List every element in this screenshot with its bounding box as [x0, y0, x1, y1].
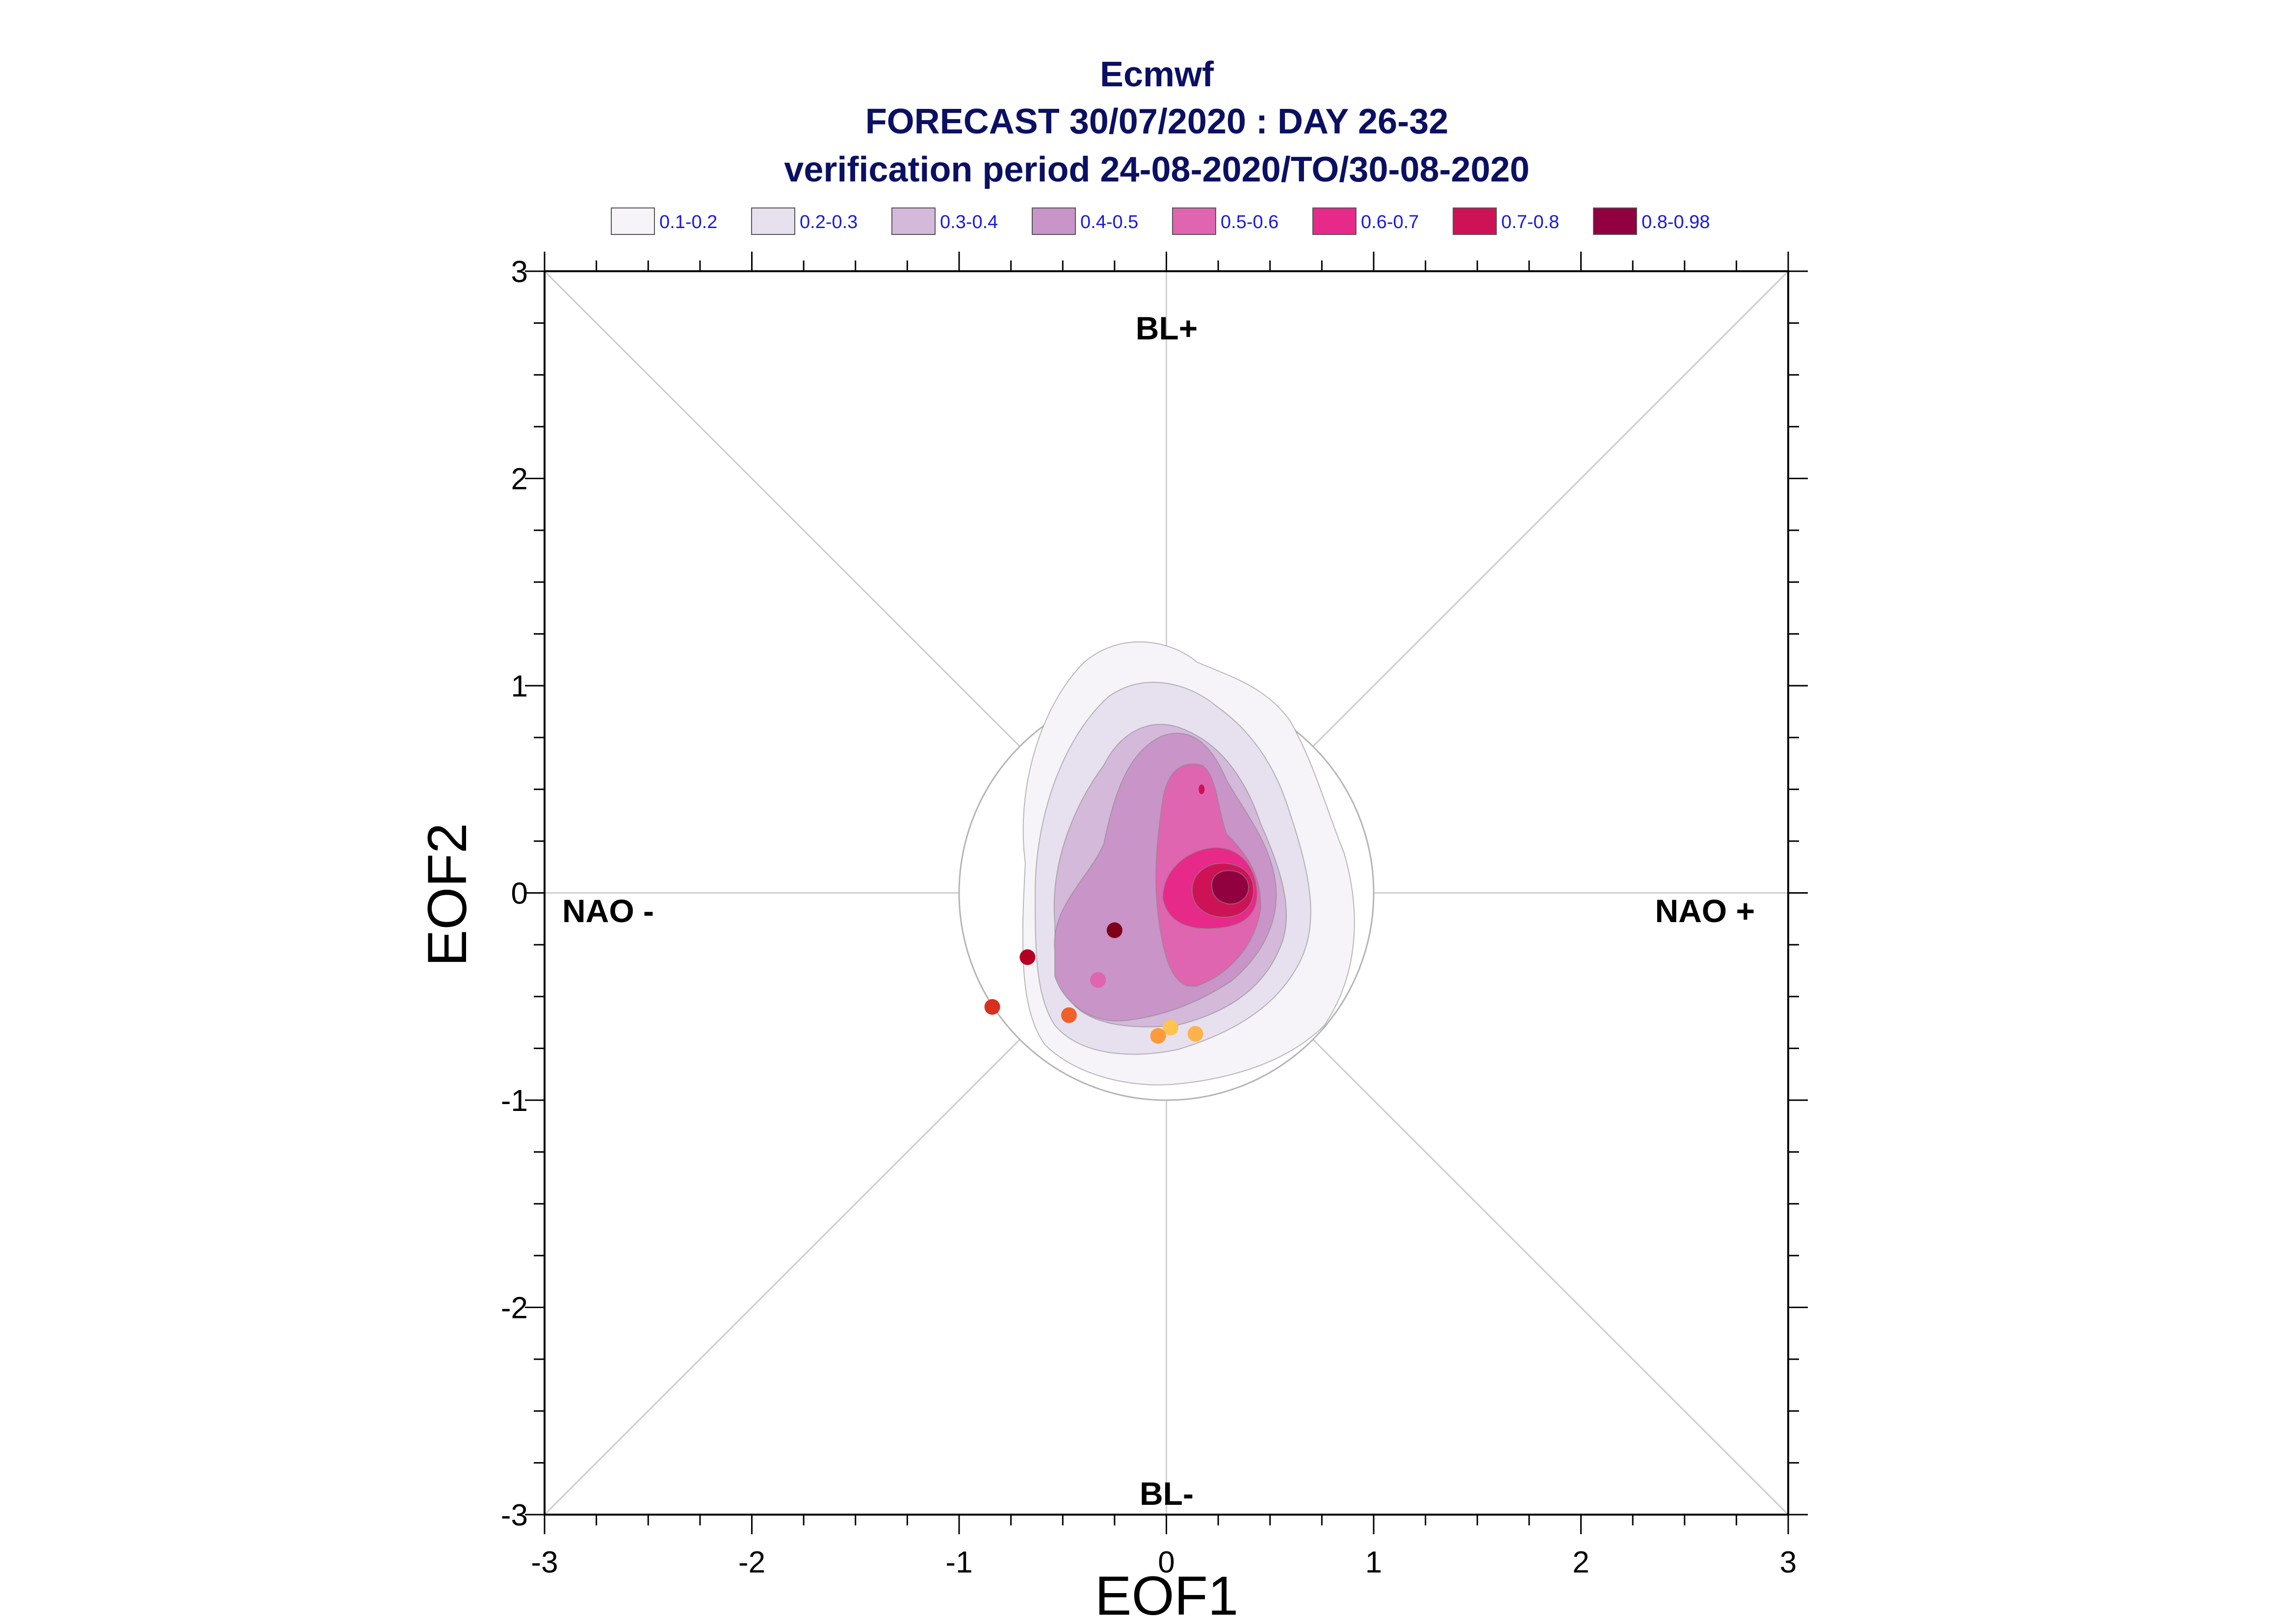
legend-swatch — [1453, 207, 1497, 235]
legend-label: 0.7-0.8 — [1501, 212, 1559, 232]
legend-swatch — [611, 207, 655, 235]
data-point — [1090, 972, 1106, 988]
chart-title-line-1: Ecmwf — [1100, 55, 1214, 94]
y-tick-label: 0 — [511, 877, 528, 911]
chart-title-line-2: FORECAST 30/07/2020 : DAY 26-32 — [865, 102, 1449, 141]
data-point — [984, 999, 1000, 1015]
y-tick-label: -1 — [501, 1084, 528, 1118]
legend-swatch — [1172, 207, 1216, 235]
legend-label: 0.3-0.4 — [940, 212, 998, 232]
regime-label-bl-plus: BL+ — [1136, 310, 1198, 346]
x-axis-label: EOF1 — [1095, 1565, 1239, 1624]
legend-label: 0.6-0.7 — [1361, 212, 1419, 232]
legend-label: 0.5-0.6 — [1221, 212, 1278, 232]
x-tick-label: -2 — [738, 1546, 765, 1579]
density-contour — [1211, 870, 1250, 905]
density-blob — [1199, 784, 1205, 795]
x-tick-label: -1 — [945, 1546, 972, 1579]
y-tick-label: -2 — [501, 1291, 528, 1325]
regime-label-nao-plus: NAO + — [1655, 893, 1755, 929]
regime-label-bl-minus: BL- — [1140, 1475, 1194, 1512]
legend: 0.1-0.2 0.2-0.3 0.3-0.4 0.4-0.5 0.5-0.6 0.6-0… — [611, 207, 1710, 235]
y-axis-label: EOF2 — [417, 823, 478, 967]
y-tick-label: -3 — [501, 1498, 528, 1532]
x-tick-label: -3 — [531, 1546, 558, 1579]
x-tick-label: 3 — [1780, 1546, 1797, 1579]
x-tick-label: 0 — [1158, 1546, 1174, 1579]
legend-label: 0.1-0.2 — [659, 212, 717, 232]
legend-swatch — [1032, 207, 1076, 235]
regime-label-nao-minus: NAO - — [562, 893, 654, 929]
legend-label: 0.4-0.5 — [1080, 212, 1138, 232]
y-tick-label: 3 — [511, 255, 528, 289]
data-point — [1106, 922, 1122, 938]
y-tick-label: 2 — [511, 463, 528, 496]
data-point — [1187, 1026, 1203, 1042]
legend-swatch — [891, 207, 936, 235]
data-point — [1061, 1007, 1077, 1023]
plot-area: -3 -2 -1 0 1 2 3 -3 -2 -1 0 1 2 3 — [501, 252, 1808, 1579]
data-point — [1162, 1020, 1178, 1036]
legend-label: 0.2-0.3 — [800, 212, 858, 232]
legend-label: 0.8-0.98 — [1642, 212, 1710, 232]
legend-swatch — [751, 207, 795, 235]
x-tick-label: 1 — [1365, 1546, 1382, 1579]
data-point — [1019, 949, 1036, 965]
data-point — [1150, 1028, 1166, 1044]
x-tick-label: 2 — [1572, 1546, 1589, 1579]
legend-swatch — [1312, 207, 1356, 235]
chart-title-line-3: verification period 24-08-2020/TO/30-08-… — [784, 150, 1529, 189]
legend-swatch — [1593, 207, 1637, 235]
y-tick-label: 1 — [511, 670, 528, 703]
